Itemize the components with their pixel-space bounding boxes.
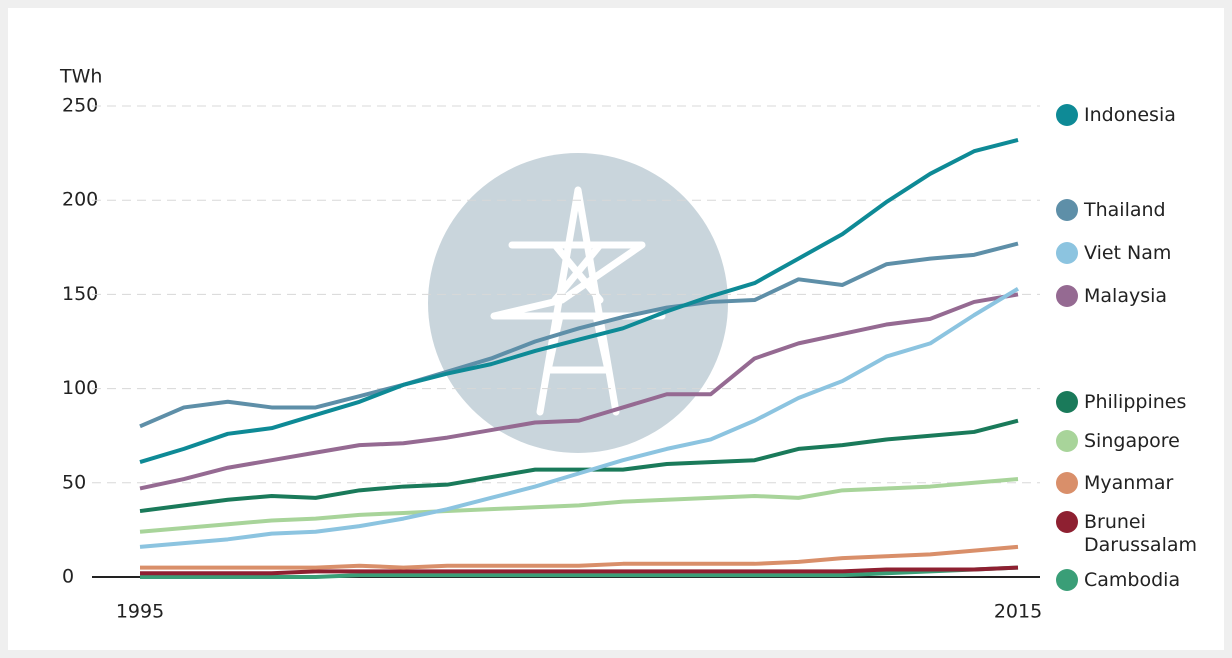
- series-line: [139, 137, 1019, 464]
- legend-swatch: [1056, 569, 1078, 591]
- legend-item: Cambodia: [1056, 569, 1226, 592]
- y-tick-label: 250: [62, 95, 98, 117]
- legend-swatch: [1056, 285, 1078, 307]
- legend-item: Singapore: [1056, 430, 1226, 453]
- legend-label: Cambodia: [1084, 569, 1181, 591]
- legend-swatch: [1056, 430, 1078, 452]
- series-line: [140, 544, 1019, 570]
- series-line: [139, 477, 1019, 534]
- legend-item: Indonesia: [1056, 104, 1226, 127]
- y-tick-label: 150: [62, 283, 98, 305]
- y-tick-label: 200: [62, 189, 98, 211]
- legend-item: Brunei Darussalam: [1056, 511, 1226, 557]
- pylon-icon: [428, 153, 728, 453]
- series-line: [139, 292, 1019, 491]
- y-tick-label: 50: [62, 471, 86, 493]
- legend-item: Malaysia: [1056, 285, 1226, 308]
- y-tick-label: 100: [62, 377, 98, 399]
- legend-swatch: [1056, 104, 1078, 126]
- legend-label: Thailand: [1084, 199, 1166, 221]
- legend-item: Viet Nam: [1056, 242, 1226, 265]
- legend-swatch: [1056, 391, 1078, 413]
- legend-label: Indonesia: [1084, 104, 1176, 126]
- series-line: [139, 418, 1019, 514]
- legend-item: Myanmar: [1056, 472, 1226, 495]
- legend-item: Thailand: [1056, 199, 1226, 222]
- legend-label: Viet Nam: [1084, 242, 1172, 264]
- series-line: [140, 565, 1019, 579]
- series-line: [139, 287, 1020, 549]
- legend-label: Philippines: [1084, 391, 1187, 413]
- legend-label: Myanmar: [1084, 472, 1174, 494]
- legend-swatch: [1056, 199, 1078, 221]
- legend-label: Brunei Darussalam: [1084, 511, 1197, 556]
- series-line: [140, 565, 1019, 576]
- legend-swatch: [1056, 472, 1078, 494]
- plot: 0 50 100 150 200 250 1995 2015: [62, 95, 1042, 623]
- legend-swatch: [1056, 242, 1078, 264]
- y-axis-label: TWh: [59, 66, 102, 88]
- legend-label: Singapore: [1084, 430, 1180, 452]
- x-tick-label: 2015: [994, 601, 1042, 623]
- legend-item: Philippines: [1056, 391, 1226, 414]
- x-tick-label: 1995: [116, 601, 164, 623]
- legend-label: Malaysia: [1084, 285, 1168, 307]
- y-tick-label: 0: [62, 566, 74, 588]
- series-line: [139, 241, 1019, 429]
- legend-swatch: [1056, 511, 1078, 533]
